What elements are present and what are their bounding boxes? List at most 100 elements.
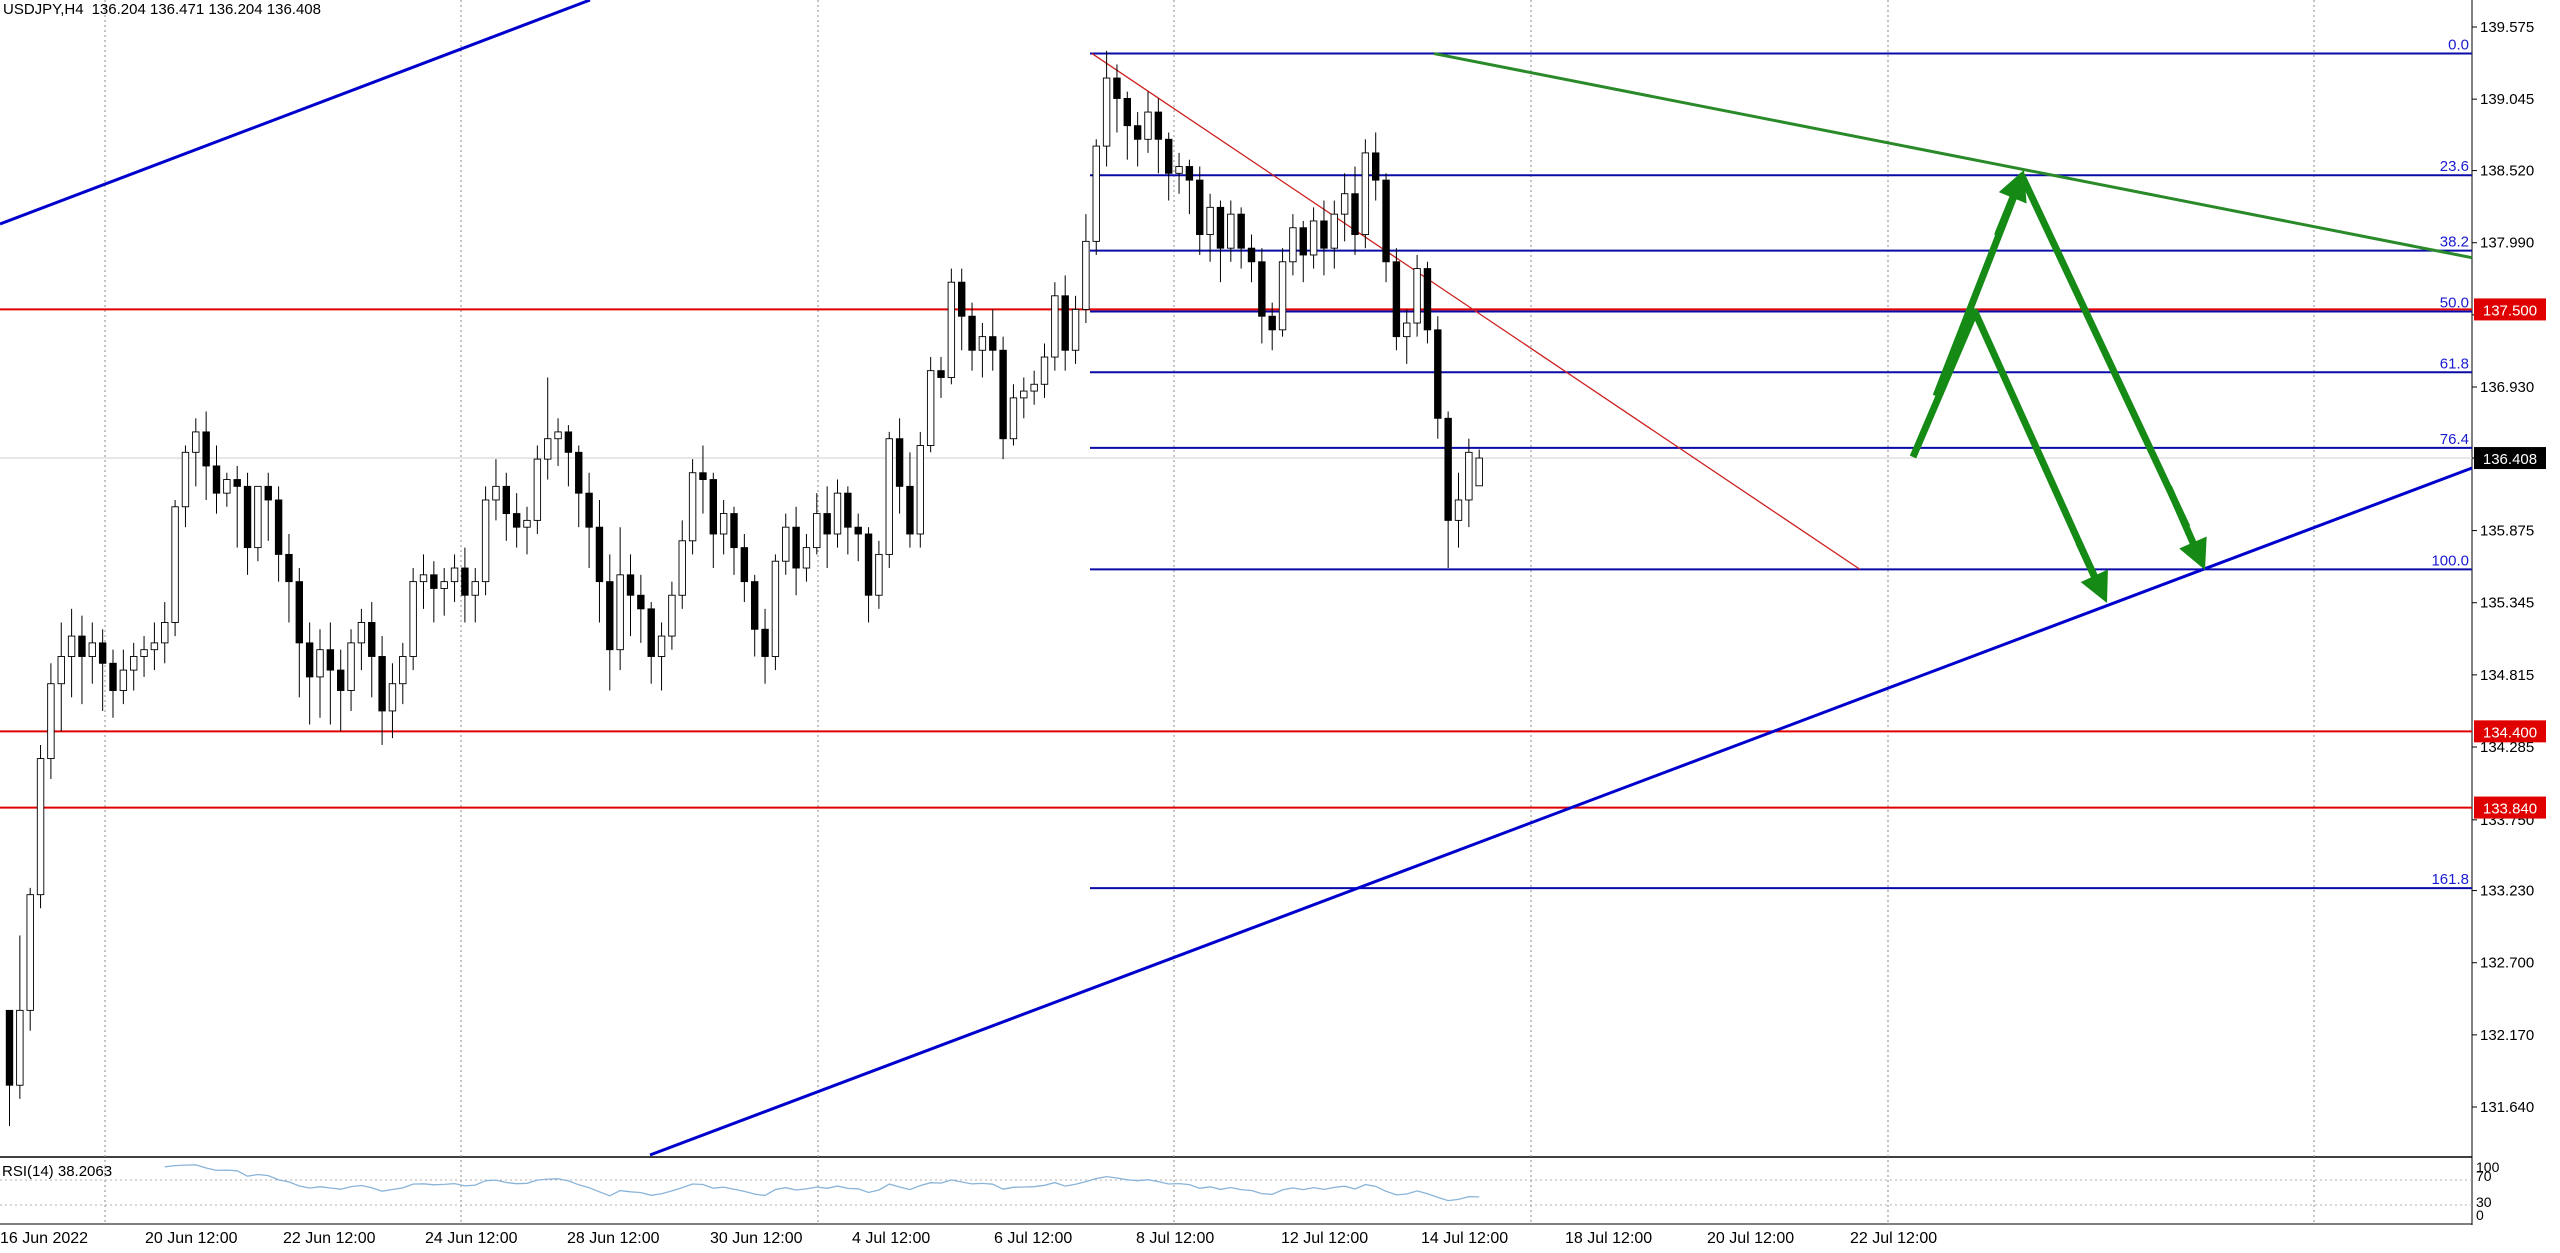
candle <box>36 758 45 896</box>
price-tick-label: 131.640 <box>2480 1099 2534 1116</box>
candle <box>647 608 655 657</box>
candle <box>512 513 521 528</box>
candle <box>1299 227 1307 256</box>
rsi-scale-label: 70 <box>2476 1168 2492 1184</box>
price-tick-label: 135.345 <box>2480 595 2534 612</box>
candle <box>67 635 76 657</box>
candle <box>1371 152 1380 181</box>
candle <box>544 438 552 460</box>
candle <box>906 485 914 535</box>
candle <box>1289 227 1297 263</box>
candle <box>161 622 169 644</box>
candle <box>1330 213 1339 249</box>
candle <box>626 574 635 596</box>
candle <box>171 506 179 623</box>
forecast-arrow <box>1994 170 2027 238</box>
candle <box>937 370 945 378</box>
price-tick-label: 139.575 <box>2480 19 2534 36</box>
time-tick-label: 6 Jul 12:00 <box>994 1230 1072 1247</box>
time-tick-label: 12 Jul 12:00 <box>1281 1230 1368 1247</box>
upper-trendline <box>0 0 591 226</box>
candle <box>399 656 407 685</box>
candle <box>264 485 272 501</box>
candle <box>388 683 397 712</box>
candle <box>1092 145 1100 242</box>
candle <box>285 553 293 583</box>
candle <box>1185 166 1194 181</box>
candle <box>202 431 210 467</box>
arrow-head <box>2080 569 2108 603</box>
candle <box>471 581 479 596</box>
candle <box>419 574 428 583</box>
candle <box>771 560 780 657</box>
candle <box>1340 193 1349 215</box>
price-tick-label: 136.930 <box>2480 379 2534 396</box>
rsi-scale-label: 30 <box>2476 1194 2492 1210</box>
candle <box>616 574 624 651</box>
candle <box>1020 390 1028 399</box>
time-tick-label: 20 Jul 12:00 <box>1707 1230 1794 1247</box>
candle <box>844 492 852 528</box>
level-price-label: 133.840 <box>2483 801 2537 818</box>
candle <box>368 622 376 657</box>
candle <box>782 526 790 562</box>
time-tick-label: 24 Jun 12:00 <box>425 1230 518 1247</box>
candle <box>1082 240 1090 310</box>
fib-anchor-line <box>1091 53 1861 570</box>
candle <box>337 669 345 691</box>
candle <box>575 451 583 494</box>
price-tick-label: 137.990 <box>2480 235 2534 252</box>
level-price-box <box>2474 796 2546 819</box>
candle <box>1351 193 1359 236</box>
time-tick-label: 14 Jul 12:00 <box>1421 1230 1508 1247</box>
candle <box>1154 111 1163 140</box>
arrow-head <box>1998 170 2027 204</box>
rsi-scale-label: 0 <box>2476 1207 2484 1223</box>
fib-level-label: 161.8 <box>2431 871 2469 888</box>
price-tick-label: 133.230 <box>2480 883 2534 900</box>
price-tick-label: 134.285 <box>2480 739 2534 756</box>
current-price-label: 136.408 <box>2483 451 2537 468</box>
candle <box>316 649 324 678</box>
candle <box>813 513 821 549</box>
candle <box>875 553 883 596</box>
candle <box>1164 138 1173 174</box>
candle <box>751 581 759 630</box>
candle <box>730 513 738 549</box>
candle <box>999 349 1007 440</box>
candle <box>1216 206 1225 249</box>
candle <box>1030 383 1038 392</box>
price-axis: 139.575139.045138.520137.990137.460136.9… <box>2472 19 2546 1116</box>
candle <box>740 547 749 583</box>
candle <box>1413 268 1421 324</box>
rsi-scale-label: 100 <box>2476 1159 2500 1175</box>
candle <box>150 642 159 651</box>
candle <box>481 499 490 583</box>
candle <box>657 635 666 657</box>
arrow-shaft <box>1994 194 2017 238</box>
candle <box>978 336 987 351</box>
overlays <box>1909 170 2207 603</box>
candle <box>1206 206 1214 236</box>
time-tick-label: 8 Jul 12:00 <box>1136 1230 1214 1247</box>
candle <box>357 622 366 644</box>
fib-level-label: 76.4 <box>2440 431 2469 448</box>
candle <box>864 533 873 596</box>
time-axis: 16 Jun 2022 20 Jun 12:00 22 Jun 12:00 24 Ju… <box>0 1230 1937 1247</box>
symbol-info: USDJPY,H4 136.204 136.471 136.204 136.408 <box>3 1 321 18</box>
fib-level-label: 38.2 <box>2440 234 2469 251</box>
candle <box>1133 125 1142 140</box>
descending-trendline <box>1433 52 2473 260</box>
candle <box>233 479 241 487</box>
price-tick-label: 138.520 <box>2480 163 2534 180</box>
candle <box>129 656 138 671</box>
candles <box>5 50 1483 1127</box>
current-price-box <box>2474 447 2546 470</box>
candle <box>119 669 128 691</box>
candle <box>595 526 604 583</box>
forecast-path-1 <box>1909 308 2104 591</box>
